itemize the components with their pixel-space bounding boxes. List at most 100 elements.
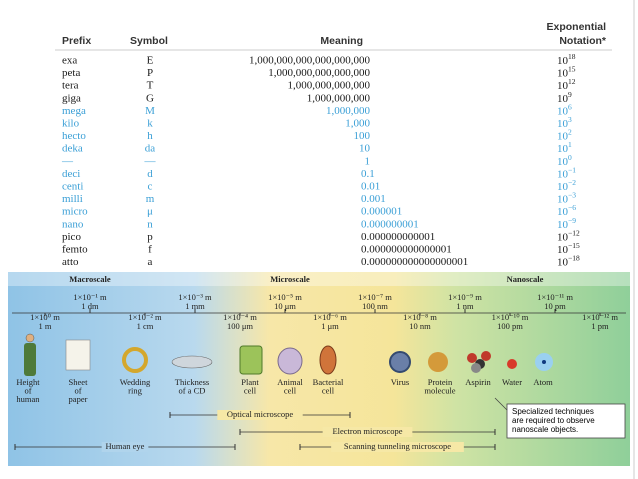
- note-pointer: [494, 397, 508, 411]
- scale-label: 1 pm: [591, 321, 609, 331]
- symbol: M: [145, 105, 155, 117]
- symbol: T: [147, 80, 154, 92]
- notation: 1015: [557, 64, 576, 79]
- icon-paper: [65, 339, 91, 371]
- meaning: 10: [359, 143, 371, 155]
- base: 10: [557, 143, 569, 155]
- header: Symbol: [130, 35, 168, 47]
- scale-label: 1×10⁻¹¹ m: [537, 292, 573, 302]
- object-label: Sheet: [69, 377, 89, 387]
- base: 10: [557, 193, 569, 205]
- scale-label: 1×10⁻⁷ m: [358, 292, 392, 302]
- object-label: Height: [16, 377, 40, 387]
- header: Prefix: [62, 35, 91, 47]
- power: −9: [568, 216, 576, 225]
- table-row: mega M 1,000,000 106: [62, 102, 572, 117]
- meaning: 0.000000000001: [361, 231, 435, 243]
- symbol: E: [147, 55, 154, 67]
- instrument-label: Optical microscope: [227, 409, 294, 419]
- note-text: nanoscale objects.: [512, 425, 578, 434]
- meaning: 0.01: [361, 181, 380, 193]
- symbol: p: [147, 231, 153, 243]
- object-label: of: [24, 385, 31, 395]
- icon-bacterial-cell: [319, 345, 337, 375]
- table-row: micro μ 0.000001 10−6: [62, 203, 576, 218]
- note-text: are required to observe: [512, 416, 595, 425]
- notation: 10−15: [557, 241, 580, 256]
- object-label: Aspirin: [465, 377, 491, 387]
- scale-label: 1×10⁻⁶ m: [313, 312, 347, 322]
- object-label: ring: [128, 385, 142, 395]
- object-label: human: [16, 394, 40, 404]
- power: 18: [568, 52, 576, 61]
- prefix: hecto: [62, 130, 86, 142]
- label-bg: [101, 442, 149, 452]
- scale-label: 100 μm: [227, 321, 253, 331]
- region-label: Macroscale: [69, 274, 111, 284]
- header: Meaning: [320, 35, 363, 47]
- scale-label: 10 nm: [409, 321, 431, 331]
- label-bg: [331, 442, 464, 452]
- table-row: peta P 1,000,000,000,000,000 1015: [62, 64, 576, 79]
- power: −3: [568, 190, 576, 199]
- symbol: k: [147, 118, 153, 130]
- table-row: centi c 0.01 10−2: [62, 178, 576, 193]
- header: Notation*: [559, 35, 607, 47]
- power: −12: [568, 228, 580, 237]
- object-label: Wedding: [120, 377, 151, 387]
- symbol: f: [148, 244, 152, 256]
- base: 10: [557, 181, 569, 193]
- icon-human: [24, 343, 36, 376]
- label-bg: [322, 427, 413, 437]
- object-label: paper: [69, 394, 88, 404]
- base: 10: [557, 92, 569, 104]
- object-label: Atom: [533, 377, 553, 387]
- table-row: deci d 0.1 10−1: [62, 165, 576, 180]
- icon-aspirin: [481, 351, 491, 361]
- power: 2: [568, 127, 572, 136]
- scale-label: 1×10⁰ m: [30, 312, 60, 322]
- object-label: Plant: [241, 377, 259, 387]
- icon-plant-cell: [239, 345, 263, 375]
- icon-aspirin: [471, 363, 481, 373]
- prefix: kilo: [62, 118, 80, 130]
- table-row: deka da 10 101: [62, 140, 572, 155]
- base: 10: [557, 67, 569, 79]
- icon-cd: [171, 355, 213, 369]
- power: 6: [568, 102, 572, 111]
- power: 15: [568, 64, 576, 73]
- icon-human: [25, 333, 35, 343]
- table-row: tera T 1,000,000,000,000 1012: [62, 77, 576, 92]
- instrument-label: Human eye: [106, 441, 145, 451]
- scale-label: 10 μm: [274, 301, 296, 311]
- base: 10: [557, 80, 569, 92]
- meaning: 0.001: [361, 193, 386, 205]
- power: 9: [568, 90, 572, 99]
- base: 10: [557, 168, 569, 180]
- meaning: 1,000,000,000,000: [288, 80, 371, 92]
- base: 10: [557, 256, 569, 268]
- symbol: da: [145, 143, 156, 155]
- table-row: — — 1 100: [61, 153, 572, 168]
- table-row: atto a 0.000000000000000001 10−18: [62, 253, 580, 268]
- power: 12: [568, 77, 576, 86]
- notation: 10−2: [557, 178, 576, 193]
- region-label: Microscale: [270, 274, 310, 284]
- object-label: Animal: [277, 377, 303, 387]
- prefix: giga: [62, 92, 81, 104]
- base: 10: [557, 155, 569, 167]
- notation: 1012: [557, 77, 576, 92]
- prefix: micro: [62, 206, 88, 218]
- scale-label: 1×10⁻⁹ m: [448, 292, 482, 302]
- prefix: milli: [62, 193, 83, 205]
- object-label: Protein: [428, 377, 453, 387]
- table-row: giga G 1,000,000,000 109: [62, 90, 572, 105]
- power: 0: [568, 153, 572, 162]
- scale-label: 1×10⁻¹² m: [582, 312, 618, 322]
- label-bg: [217, 410, 303, 420]
- object-label: Thickness: [175, 377, 209, 387]
- notation: 10−9: [557, 216, 576, 231]
- prefix: nano: [62, 218, 84, 230]
- header: Exponential: [546, 21, 606, 33]
